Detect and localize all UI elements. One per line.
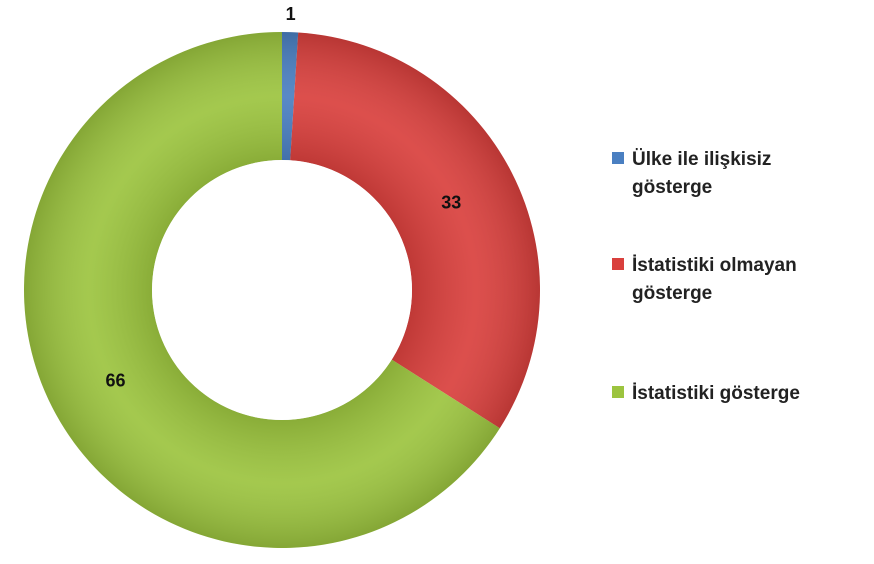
legend-item: Ülke ile ilişkisiz gösterge — [612, 146, 867, 202]
legend-label: İstatistiki olmayan gösterge — [632, 255, 797, 304]
donut-hole — [152, 160, 412, 420]
data-label: 33 — [441, 192, 461, 212]
data-label: 1 — [286, 4, 296, 24]
legend-swatch — [612, 258, 624, 270]
legend-label: Ülke ile ilişkisiz gösterge — [632, 149, 772, 198]
legend-item: İstatistiki olmayan gösterge — [612, 252, 867, 308]
legend-item: İstatistiki gösterge — [612, 380, 867, 408]
data-label: 66 — [105, 370, 125, 390]
legend-swatch — [612, 386, 624, 398]
legend-swatch — [612, 152, 624, 164]
legend-label: İstatistiki gösterge — [632, 383, 800, 404]
